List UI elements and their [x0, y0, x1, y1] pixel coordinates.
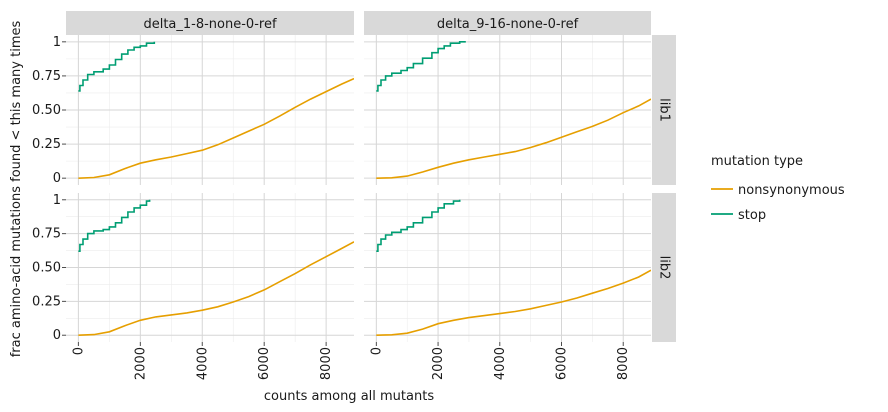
row-strip-label: lib2: [657, 256, 672, 280]
facet-panel: [66, 193, 354, 342]
y-tick-label: 0.50: [32, 261, 61, 276]
panels: delta_1-8-none-0-ref delta_9-16-none-0-re…: [66, 11, 676, 342]
series-line-stop: [78, 41, 156, 92]
column-strip-label: delta_9-16-none-0-ref: [437, 17, 579, 32]
facet-panel: [66, 35, 354, 185]
y-axis-title: frac amino-acid mutations found < this m…: [9, 21, 24, 358]
y-tick-label: 0.75: [32, 227, 61, 242]
y-tick-label: 0: [53, 171, 61, 186]
y-tick-label: 0.25: [32, 137, 61, 152]
axis-labels: counts among all mutants frac amino-acid…: [9, 21, 631, 404]
series-line-nonsynonymous: [78, 241, 354, 336]
series-line-stop: [78, 199, 151, 252]
x-tick-label: 0: [369, 347, 384, 355]
x-tick-label: 6000: [555, 347, 570, 380]
column-strip: [66, 11, 354, 35]
facet-panel: [364, 35, 651, 185]
x-tick-label: 4000: [195, 347, 210, 380]
series-line-nonsynonymous: [78, 77, 354, 179]
legend-title: mutation type: [711, 154, 803, 169]
x-tick-label: 6000: [257, 347, 272, 380]
x-tick-label: 0: [71, 347, 86, 355]
series-line-stop: [376, 199, 461, 252]
row-strip: [652, 193, 676, 342]
legend-label: stop: [738, 208, 766, 223]
x-axis-title: counts among all mutants: [264, 389, 434, 404]
x-tick-label: 8000: [319, 347, 334, 380]
x-tick-label: 8000: [616, 347, 631, 380]
series-line-nonsynonymous: [376, 269, 651, 336]
series-line-stop: [376, 41, 466, 92]
y-tick-label: 1: [53, 193, 61, 208]
row-strip: [652, 35, 676, 185]
column-strip: [364, 11, 651, 35]
y-tick-label: 0.75: [32, 69, 61, 84]
row-strip-label: lib1: [657, 98, 672, 122]
y-tick-label: 0.25: [32, 294, 61, 309]
x-tick-label: 4000: [493, 347, 508, 380]
legend: mutation type nonsynonymous stop: [711, 154, 845, 223]
facet-panel: [364, 193, 651, 342]
legend-label: nonsynonymous: [738, 183, 845, 198]
column-strip-label: delta_1-8-none-0-ref: [143, 17, 276, 32]
x-tick-label: 2000: [431, 347, 446, 380]
y-tick-label: 0.50: [32, 103, 61, 118]
x-tick-label: 2000: [133, 347, 148, 380]
series-line-nonsynonymous: [376, 98, 651, 179]
y-tick-label: 0: [53, 328, 61, 343]
y-tick-label: 1: [53, 35, 61, 50]
